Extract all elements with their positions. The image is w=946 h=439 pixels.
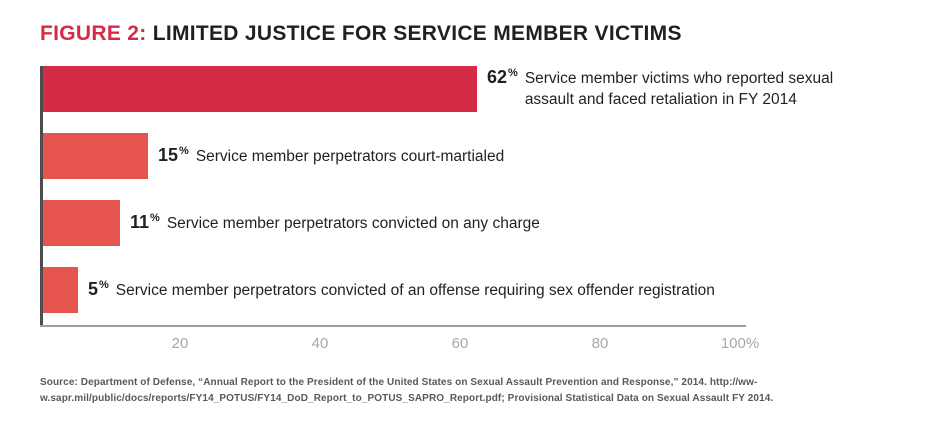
- bar-row: 15% Service member perpetrators court-mar…: [43, 133, 906, 179]
- bar: [43, 200, 120, 246]
- bar-value: 5%: [88, 278, 109, 299]
- bar-description: Service member perpetrators court-martia…: [195, 147, 505, 165]
- bar: [43, 66, 477, 112]
- bar-value: 15%: [158, 144, 189, 165]
- x-axis-tick-label: 60: [451, 335, 469, 352]
- bar-label: 15% Service member perpetrators court-mar…: [158, 145, 504, 168]
- figure-title-text: LIMITED JUSTICE FOR SERVICE MEMBER VICTI…: [152, 22, 682, 45]
- bar-value: 11%: [130, 211, 160, 232]
- figure-title-number: FIGURE 2:: [40, 22, 147, 45]
- bar: [43, 133, 148, 179]
- bar-label: 5% Service member perpetrators convicted …: [88, 279, 715, 302]
- bar-description: Service member perpetrators convicted on…: [166, 214, 540, 232]
- x-axis-tick-label: 80: [591, 335, 609, 352]
- x-axis: 20 40 60 80 100%: [40, 325, 759, 361]
- bar-chart: 62% Service member victims who reported s…: [40, 66, 906, 361]
- bar-row: 5% Service member perpetrators convicted …: [43, 267, 906, 313]
- x-axis-tick-label: 40: [311, 335, 329, 352]
- percent-sign: %: [150, 211, 160, 224]
- plot-area: 62% Service member victims who reported s…: [40, 66, 906, 325]
- bar: [43, 267, 78, 313]
- x-axis-tick-label: 100%: [720, 335, 760, 352]
- bar-description: Service member perpetrators convicted of…: [115, 281, 715, 299]
- bar-label: 62% Service member victims who reported s…: [487, 67, 845, 111]
- source-note: Source: Department of Defense, “Annual R…: [40, 375, 906, 406]
- bar-row: 11% Service member perpetrators convicted…: [43, 200, 906, 246]
- bar-row: 62% Service member victims who reported s…: [43, 66, 906, 112]
- percent-sign: %: [99, 278, 109, 291]
- bar-label: 11% Service member perpetrators convicted…: [130, 212, 540, 235]
- source-line-1: Source: Department of Defense, “Annual R…: [40, 377, 758, 388]
- percent-sign: %: [179, 144, 189, 157]
- figure-title: FIGURE 2: LIMITED JUSTICE FOR SERVICE ME…: [40, 22, 906, 46]
- x-axis-tick-label: 20: [171, 335, 189, 352]
- bar-value: 62%: [487, 67, 518, 88]
- bar-description: Service member victims who reported sexu…: [524, 70, 834, 108]
- percent-sign: %: [508, 67, 518, 80]
- source-line-2: w.sapr.mil/public/docs/reports/FY14_POTU…: [40, 392, 774, 404]
- figure-container: FIGURE 2: LIMITED JUSTICE FOR SERVICE ME…: [40, 22, 906, 406]
